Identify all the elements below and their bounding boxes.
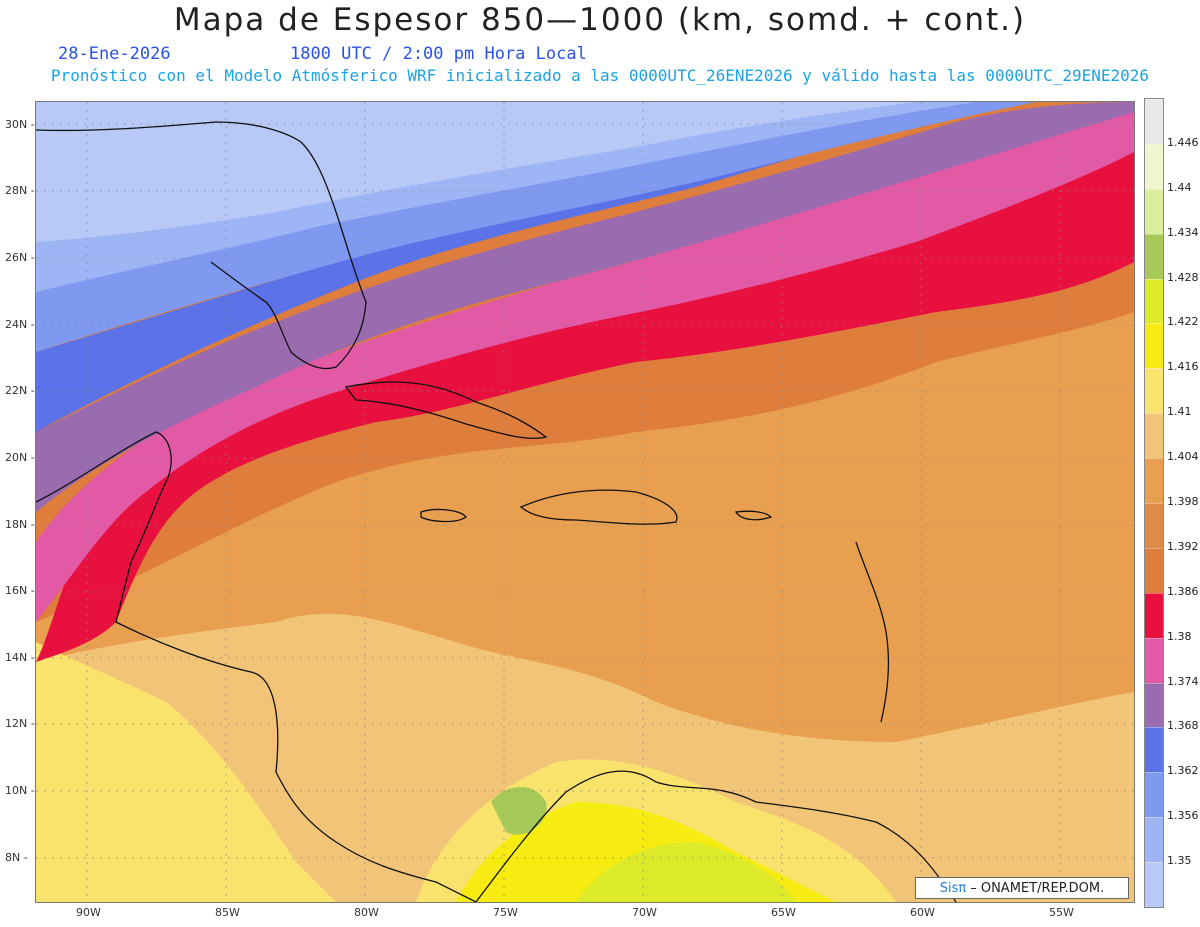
colorbar-level-label: 1.416: [1167, 360, 1199, 374]
longitude-label: 75W: [493, 906, 518, 919]
forecast-subtitle: Pronóstico con el Modelo Atmósferico WRF…: [50, 66, 1150, 85]
field-pink: [36, 102, 1134, 622]
latitude-label: 22N -: [5, 384, 35, 397]
longitude-label: 85W: [215, 906, 240, 919]
map-svg: [36, 102, 1134, 902]
graticule: [36, 102, 1134, 902]
colorbar-level-label: 1.422: [1167, 315, 1199, 329]
coast-cuba: [344, 381, 548, 439]
colorbar-level-label: 1.374: [1167, 674, 1199, 688]
latitude-label: 28N -: [5, 184, 35, 197]
latitude-label: 14N -: [5, 651, 35, 664]
colorbar: [1144, 98, 1164, 908]
colorbar-level-label: 1.38: [1167, 629, 1192, 643]
latitude-label: 18N -: [5, 518, 35, 531]
colorbar-segment: [1145, 458, 1163, 503]
colorbar-segment: [1145, 862, 1163, 907]
colorbar-segment: [1145, 143, 1163, 189]
colorbar-segment: [1145, 233, 1163, 279]
coast-florida: [36, 121, 367, 370]
field-yellow-west: [36, 642, 336, 902]
colorbar-segment: [1145, 637, 1163, 683]
colorbar-level-label: 1.44: [1167, 180, 1192, 194]
credit-text: – ONAMET/REP.DOM.: [970, 880, 1105, 896]
colorbar-level-label: 1.362: [1167, 764, 1199, 778]
latitude-label: 10N -: [5, 784, 35, 797]
coast-hispaniola: [519, 489, 678, 525]
latitude-label: 30N -: [5, 118, 35, 131]
colorbar-segment: [1145, 547, 1163, 593]
field-purple: [36, 102, 1134, 512]
latitude-label: 20N -: [5, 451, 35, 464]
coastlines: [36, 121, 957, 902]
colorbar-level-label: 1.35: [1167, 854, 1192, 868]
colorbar-segment: [1145, 682, 1163, 728]
longitude-label: 65W: [771, 906, 796, 919]
colorbar-segment: [1145, 98, 1163, 144]
longitude-label: 60W: [910, 906, 935, 919]
colorbar-level-label: 1.368: [1167, 719, 1199, 733]
colorbar-segment: [1145, 368, 1163, 414]
colorbar-level-label: 1.386: [1167, 584, 1199, 598]
latitude-label: 8N -: [5, 851, 28, 864]
map-title: Mapa de Espesor 850—1000 (km, somd. + co…: [173, 2, 1027, 38]
coast-jamaica: [420, 508, 467, 523]
colorbar-level-label: 1.428: [1167, 270, 1199, 284]
thickness-map: [35, 101, 1135, 903]
colorbar-segment: [1145, 188, 1163, 234]
field-blue-palest: [36, 102, 916, 242]
field-lime: [576, 842, 796, 902]
longitude-label: 70W: [632, 906, 657, 919]
colorbar-level-label: 1.398: [1167, 495, 1199, 508]
colorbar-segment: [1145, 592, 1163, 638]
colorbar-level-label: 1.434: [1167, 225, 1199, 239]
coast-lesser-antilles: [855, 541, 890, 723]
latitude-label: 26N -: [5, 251, 35, 264]
latitude-label: 24N -: [5, 318, 35, 331]
coast-central-america: [36, 431, 477, 902]
colorbar-segment: [1145, 413, 1163, 459]
colorbar-level-label: 1.404: [1167, 450, 1199, 464]
longitude-label: 55W: [1049, 906, 1074, 919]
coast-south-america: [475, 770, 957, 902]
credit-box: Sisπ – ONAMET/REP.DOM.: [915, 877, 1129, 899]
latitude-label: 16N -: [5, 584, 35, 597]
field-green: [491, 787, 547, 835]
longitude-label: 80W: [354, 906, 379, 919]
colorbar-level-label: 1.356: [1167, 809, 1199, 823]
colorbar-level-label: 1.446: [1167, 135, 1199, 149]
coast-puerto-rico: [734, 510, 773, 521]
colorbar-segment: [1145, 772, 1163, 818]
latitude-label: 12N -: [5, 717, 35, 730]
colorbar-level-label: 1.41: [1167, 405, 1192, 419]
forecast-date: 28-Ene-2026: [58, 44, 171, 64]
forecast-time: 1800 UTC / 2:00 pm Hora Local: [290, 44, 587, 64]
colorbar-segment: [1145, 278, 1163, 324]
longitude-label: 90W: [76, 906, 101, 919]
colorbar-level-label: 1.392: [1167, 539, 1199, 553]
colorbar-segment: [1145, 502, 1163, 548]
field-light-orange: [36, 613, 1134, 902]
colorbar-segment: [1145, 727, 1163, 773]
colorbar-segment: [1145, 323, 1163, 369]
colorbar-segment: [1145, 817, 1163, 863]
credit-brand: Sisπ: [939, 880, 967, 896]
